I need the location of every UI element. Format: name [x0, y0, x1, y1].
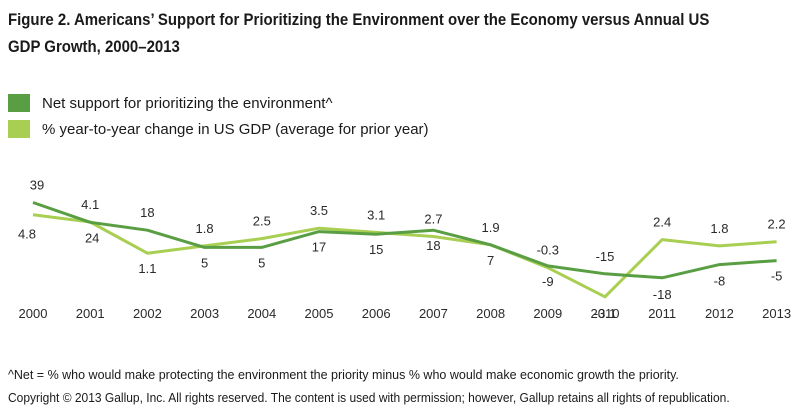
data-label-gdp-change: 2.7	[424, 212, 442, 227]
legend-swatch-gdp-change	[8, 120, 30, 138]
x-tick-label: 2005	[305, 306, 334, 321]
x-tick-label: 2006	[362, 306, 391, 321]
data-label-net-support: 24	[85, 230, 99, 245]
data-label-net-support: 39	[30, 178, 44, 193]
data-label-net-support: -15	[596, 249, 615, 264]
chart-title: Figure 2. Americans’ Support for Priorit…	[8, 6, 710, 60]
x-tick-label: 2003	[190, 306, 219, 321]
legend-swatch-net-support	[8, 94, 30, 112]
data-label-net-support: -8	[714, 274, 726, 289]
data-label-net-support: 17	[312, 240, 326, 255]
x-tick-label: 2007	[419, 306, 448, 321]
legend-item-gdp-change: % year-to-year change in US GDP (average…	[8, 116, 429, 142]
x-tick-label: 2002	[133, 306, 162, 321]
data-label-gdp-change: 4.8	[18, 227, 36, 242]
data-label-net-support: -9	[542, 274, 554, 289]
data-label-gdp-change: 1.8	[710, 221, 728, 236]
x-tick-label: 2004	[247, 306, 276, 321]
x-tick-label: 2008	[476, 306, 505, 321]
data-label-gdp-change: 2.4	[653, 215, 671, 230]
data-label-net-support: 7	[487, 253, 494, 268]
x-tick-label: 2013	[762, 306, 791, 321]
legend: Net support for prioritizing the environ…	[8, 90, 429, 142]
data-label-gdp-change: 2.5	[253, 214, 271, 229]
x-tick-label: 2009	[533, 306, 562, 321]
x-tick-label: 2010	[591, 306, 620, 321]
data-label-net-support: 18	[140, 205, 154, 220]
data-label-net-support: 5	[258, 255, 265, 270]
series-line-net-support	[32, 201, 777, 280]
legend-label-net-support: Net support for prioritizing the environ…	[42, 94, 333, 112]
data-label-net-support: -18	[653, 287, 672, 302]
data-label-gdp-change: 1.8	[196, 221, 214, 236]
data-label-net-support: 15	[369, 242, 383, 257]
legend-label-gdp-change: % year-to-year change in US GDP (average…	[42, 120, 429, 138]
data-label-gdp-change: 1.9	[482, 220, 500, 235]
copyright-notice: Copyright © 2013 Gallup, Inc. All rights…	[8, 391, 730, 405]
footnote: ^Net = % who would make protecting the e…	[8, 368, 679, 382]
series-line-gdp-change	[32, 213, 777, 299]
data-label-gdp-change: -0.3	[537, 243, 559, 258]
data-label-net-support: 18	[426, 238, 440, 253]
data-label-gdp-change: 1.1	[138, 261, 156, 276]
chart-title-line-2: GDP Growth, 2000–2013	[8, 37, 180, 56]
legend-item-net-support: Net support for prioritizing the environ…	[8, 90, 429, 116]
x-tick-label: 2012	[705, 306, 734, 321]
x-tick-label: 2000	[19, 306, 48, 321]
data-label-gdp-change: 2.2	[768, 217, 786, 232]
x-tick-label: 2001	[76, 306, 105, 321]
x-tick-label: 2011	[648, 306, 676, 321]
data-label-gdp-change: 3.5	[310, 203, 328, 218]
data-label-net-support: 5	[201, 255, 208, 270]
data-label-gdp-change: 4.1	[81, 197, 99, 212]
data-label-gdp-change: -3.1	[594, 306, 616, 321]
data-label-net-support: -5	[771, 269, 783, 284]
data-label-gdp-change: 3.1	[367, 207, 385, 222]
chart-title-line-1: Figure 2. Americans’ Support for Priorit…	[8, 10, 710, 29]
